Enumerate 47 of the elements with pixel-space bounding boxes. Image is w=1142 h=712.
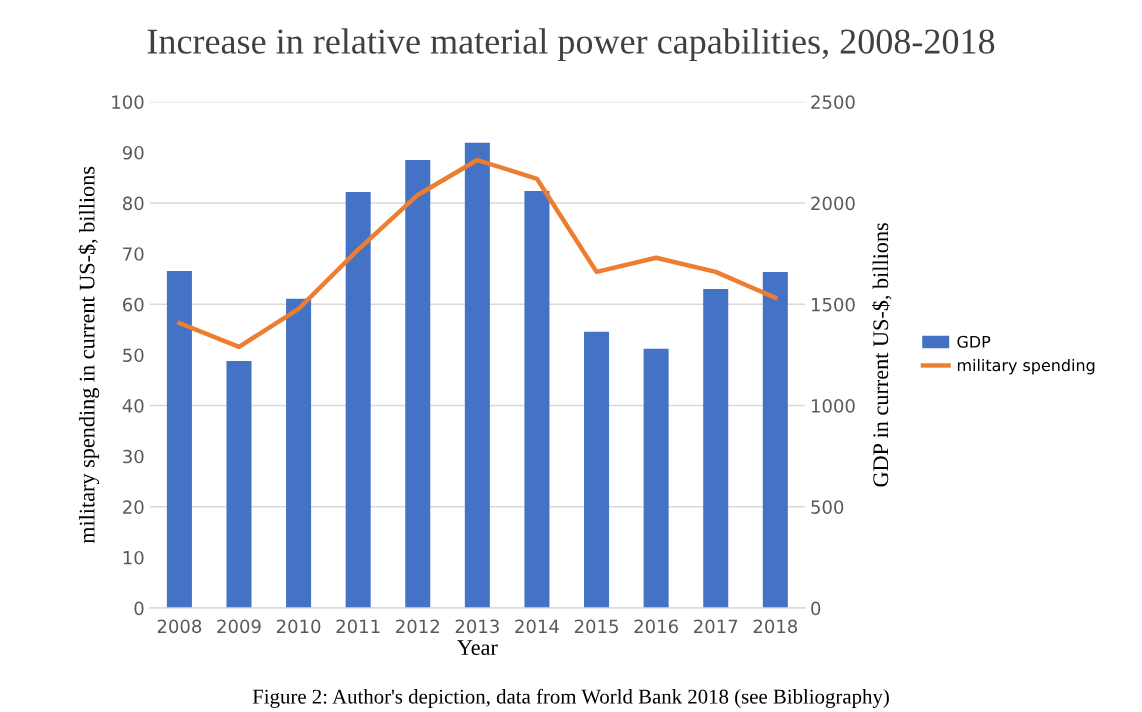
bar (166, 270, 192, 609)
caption: Figure 2: Author's depiction, data from World Bank 2018 (see Bibliography) (252, 688, 889, 708)
x-tick-label: 2012 (396, 619, 439, 634)
x-tick-label: 2009 (217, 619, 261, 634)
x-tick-label: 2011 (336, 619, 380, 634)
x-tick-label: 2014 (515, 619, 559, 634)
bar (762, 271, 788, 609)
bar (345, 191, 371, 609)
y-tick-label: 90 (122, 145, 144, 160)
y-tick-label: 80 (122, 196, 144, 211)
y2-tick-label: 1000 (811, 399, 855, 413)
y-tick-label: 20 (123, 500, 144, 514)
y-tick-label: 70 (123, 247, 144, 261)
bar (703, 288, 729, 609)
bar (405, 159, 431, 609)
y2-tick-label: 500 (811, 500, 844, 514)
x-tick-label: 2016 (634, 619, 678, 634)
legend-label: GDP (957, 335, 991, 348)
y2-tick-label: 1500 (811, 297, 855, 312)
y2-axis-title: GDP in current US-$, billions (871, 223, 892, 487)
y2-tick-label: 2500 (811, 95, 855, 109)
y2-tick-label: 2000 (811, 196, 855, 211)
x-tick-label: 2013 (455, 619, 499, 634)
y-tick-label: 50 (123, 348, 144, 363)
bar (643, 348, 669, 609)
y-tick-label: 60 (123, 297, 144, 312)
bar (286, 298, 312, 609)
x-tick-label: 2008 (157, 619, 202, 634)
x-tick-label: 2015 (574, 619, 618, 634)
y-tick-label: 30 (123, 449, 144, 464)
legend-label: military spending (957, 358, 1095, 375)
y-tick-label: 10 (123, 550, 144, 565)
x-axis-title: Year (457, 640, 498, 656)
y2-tick-label: 0 (811, 601, 821, 616)
x-tick-label: 2018 (753, 619, 798, 634)
chart-title: Increase in relative material power capabilities, 2008-2018 (147, 28, 995, 62)
y-tick-label: 100 (112, 95, 144, 109)
y-axis-title: military spending in current US-$, billions (78, 166, 100, 544)
line-series (177, 157, 778, 350)
bar (464, 142, 490, 609)
x-tick-label: 2010 (276, 619, 321, 634)
y-tick-label: 40 (122, 399, 144, 413)
y-tick-label: 0 (134, 601, 144, 616)
bar (584, 331, 610, 609)
bar (524, 190, 550, 609)
bar (226, 361, 252, 609)
x-tick-label: 2017 (694, 619, 738, 634)
